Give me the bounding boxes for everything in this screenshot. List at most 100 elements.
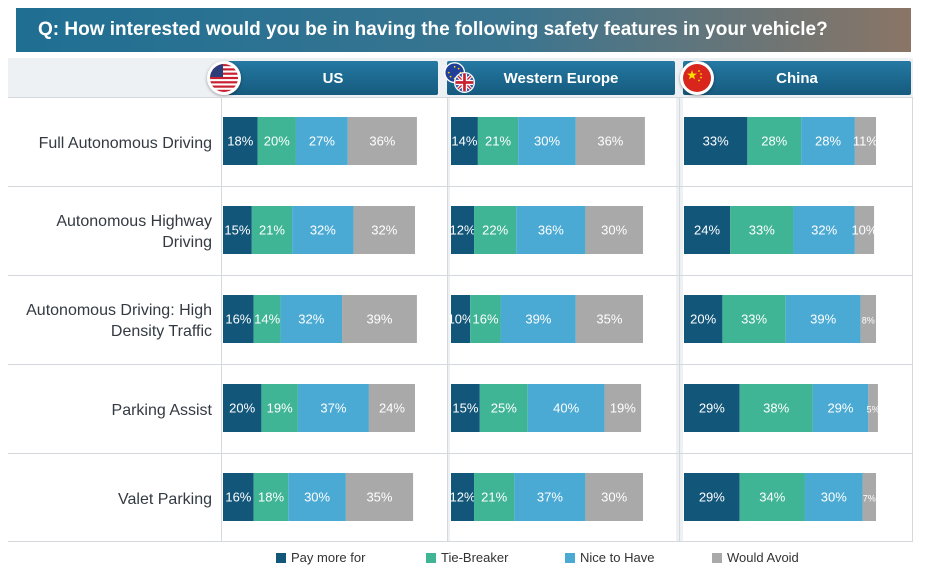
bar-segment-pay-more xyxy=(684,117,748,165)
column-divider xyxy=(447,97,448,542)
data-label: 16% xyxy=(225,490,251,505)
bar-segment-pay-more xyxy=(223,473,254,521)
category-label: Full Autonomous Driving xyxy=(38,134,212,152)
bar-segment-tie-breaker xyxy=(251,206,293,254)
data-label: 12% xyxy=(450,223,476,238)
data-label: 21% xyxy=(259,223,285,238)
region-name: US xyxy=(322,69,344,87)
data-label: 20% xyxy=(229,401,255,416)
data-label: 24% xyxy=(694,223,720,238)
legend-label: Would Avoid xyxy=(727,550,799,565)
data-label: 14% xyxy=(451,134,477,149)
bar-segment-pay-more xyxy=(684,473,740,521)
data-label: 15% xyxy=(452,401,478,416)
data-label: 19% xyxy=(267,401,293,416)
data-label: 19% xyxy=(610,401,636,416)
column-divider xyxy=(679,97,680,542)
bar-segment-tie-breaker xyxy=(479,384,528,432)
bar-segment-nice-to-have xyxy=(288,473,346,521)
row-divider xyxy=(8,186,913,187)
data-label: 22% xyxy=(482,223,508,238)
data-label: 24% xyxy=(379,401,405,416)
data-label: 10% xyxy=(448,312,474,327)
legend-label: Pay more for xyxy=(291,550,366,565)
legend-swatch xyxy=(426,552,436,563)
data-label: 30% xyxy=(534,134,560,149)
data-label: 11% xyxy=(853,134,878,149)
data-label: 21% xyxy=(485,134,511,149)
bar-segment-would-avoid xyxy=(854,206,875,254)
bar-segment-nice-to-have xyxy=(297,384,369,432)
data-label: 33% xyxy=(749,223,775,238)
row-divider xyxy=(8,541,913,542)
bar-segment-tie-breaker xyxy=(474,473,515,521)
bar-segment-would-avoid xyxy=(575,295,643,343)
row-label-autonomous-highway-driving: Autonomous Highway Driving xyxy=(10,189,212,275)
bar-segment-would-avoid xyxy=(342,295,417,343)
data-label: 33% xyxy=(741,312,767,327)
data-label: 29% xyxy=(699,490,725,505)
data-label: 12% xyxy=(450,490,476,505)
bar-segment-would-avoid xyxy=(585,206,643,254)
legend-swatch xyxy=(712,552,722,563)
bar-segment-would-avoid xyxy=(353,206,415,254)
data-label: 32% xyxy=(371,223,397,238)
bar-segment-nice-to-have xyxy=(527,384,605,432)
bar-segment-nice-to-have xyxy=(793,206,855,254)
bar-segment-would-avoid xyxy=(854,117,876,165)
data-label: 20% xyxy=(264,134,290,149)
data-label: 40% xyxy=(553,401,579,416)
row-divider xyxy=(8,97,913,98)
chart-title: Q: How interested would you be in having… xyxy=(16,8,911,52)
legend-label: Nice to Have xyxy=(580,550,655,565)
bar-segment-nice-to-have xyxy=(295,117,348,165)
legend: Pay more for Tie-Breaker Nice to Have Wo… xyxy=(0,550,935,570)
bar-segment-would-avoid xyxy=(585,473,643,521)
bar-segment-would-avoid xyxy=(862,473,876,521)
data-label: 14% xyxy=(254,312,280,327)
bar-segment-nice-to-have xyxy=(500,295,576,343)
bar-segment-tie-breaker xyxy=(470,295,501,343)
bar-segment-nice-to-have xyxy=(292,206,354,254)
bar-segment-tie-breaker xyxy=(474,206,517,254)
region-tab-china: China xyxy=(683,61,911,95)
data-label: 29% xyxy=(699,401,725,416)
bar-segment-would-avoid xyxy=(347,117,417,165)
category-label: Valet Parking xyxy=(118,490,212,508)
bar-segment-pay-more xyxy=(451,117,478,165)
data-label: 7% xyxy=(863,494,876,504)
data-label: 36% xyxy=(369,134,395,149)
data-label: 35% xyxy=(366,490,392,505)
data-label: 27% xyxy=(309,134,335,149)
bar-segment-nice-to-have xyxy=(785,295,861,343)
category-label: Autonomous Highway Driving xyxy=(56,213,212,251)
bar-segment-pay-more xyxy=(684,295,723,343)
data-label: 10% xyxy=(851,223,877,238)
data-label: 32% xyxy=(298,312,324,327)
data-label: 15% xyxy=(224,223,250,238)
data-label: 38% xyxy=(763,401,789,416)
data-label: 32% xyxy=(811,223,837,238)
region-tab-western-europe: Western Europe xyxy=(447,61,675,95)
data-label: 30% xyxy=(821,490,847,505)
legend-item-tie-breaker: Tie-Breaker xyxy=(426,550,508,565)
china-flag-icon xyxy=(680,61,714,95)
bar-segment-would-avoid xyxy=(345,473,414,521)
data-label: 29% xyxy=(827,401,853,416)
bar-segment-pay-more xyxy=(223,117,258,165)
data-label: 39% xyxy=(525,312,551,327)
bar-segment-tie-breaker xyxy=(739,384,813,432)
category-label: Parking Assist xyxy=(111,401,212,419)
eu-uk-flag-icon xyxy=(443,61,477,95)
data-label: 18% xyxy=(227,134,253,149)
bar-segment-nice-to-have xyxy=(804,473,863,521)
bar-segment-tie-breaker xyxy=(747,117,802,165)
bar-segment-would-avoid xyxy=(860,295,876,343)
bar-segment-would-avoid xyxy=(868,384,878,432)
region-tab-us: US xyxy=(228,61,438,95)
column-divider xyxy=(912,97,913,542)
data-label: 8% xyxy=(862,316,875,326)
bar-segment-pay-more xyxy=(451,384,480,432)
bar-segment-tie-breaker xyxy=(722,295,786,343)
